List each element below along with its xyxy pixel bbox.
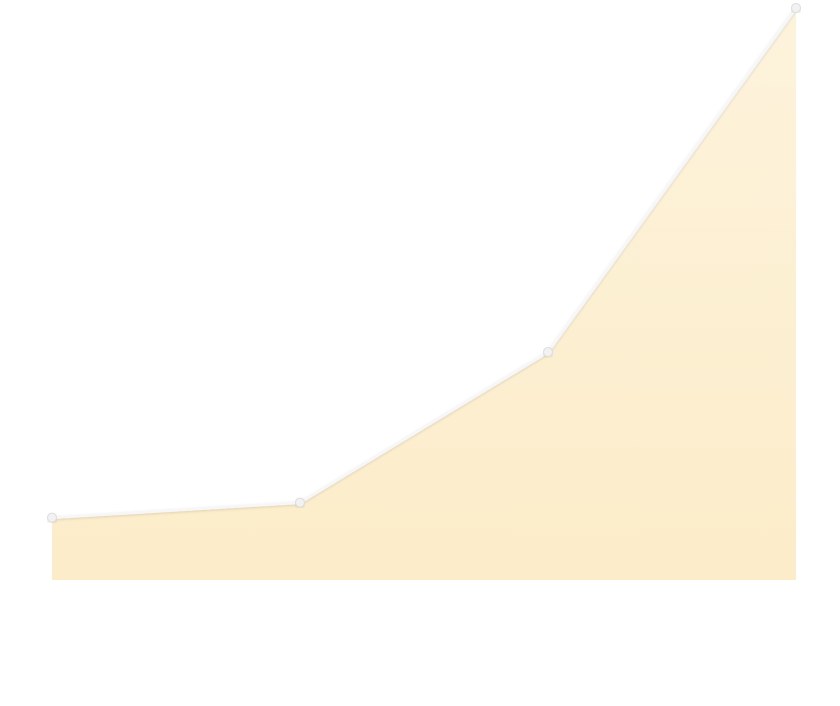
data-point-2[interactable] bbox=[295, 497, 305, 508]
area-layer bbox=[52, 8, 796, 580]
line-layer bbox=[50, 6, 798, 520]
data-point-4[interactable] bbox=[791, 3, 801, 13]
data-point-3[interactable] bbox=[543, 347, 553, 358]
series-line bbox=[50, 6, 798, 520]
data-point-1[interactable] bbox=[47, 512, 57, 523]
marker-layer bbox=[47, 3, 801, 523]
series-area-fill bbox=[52, 8, 796, 580]
